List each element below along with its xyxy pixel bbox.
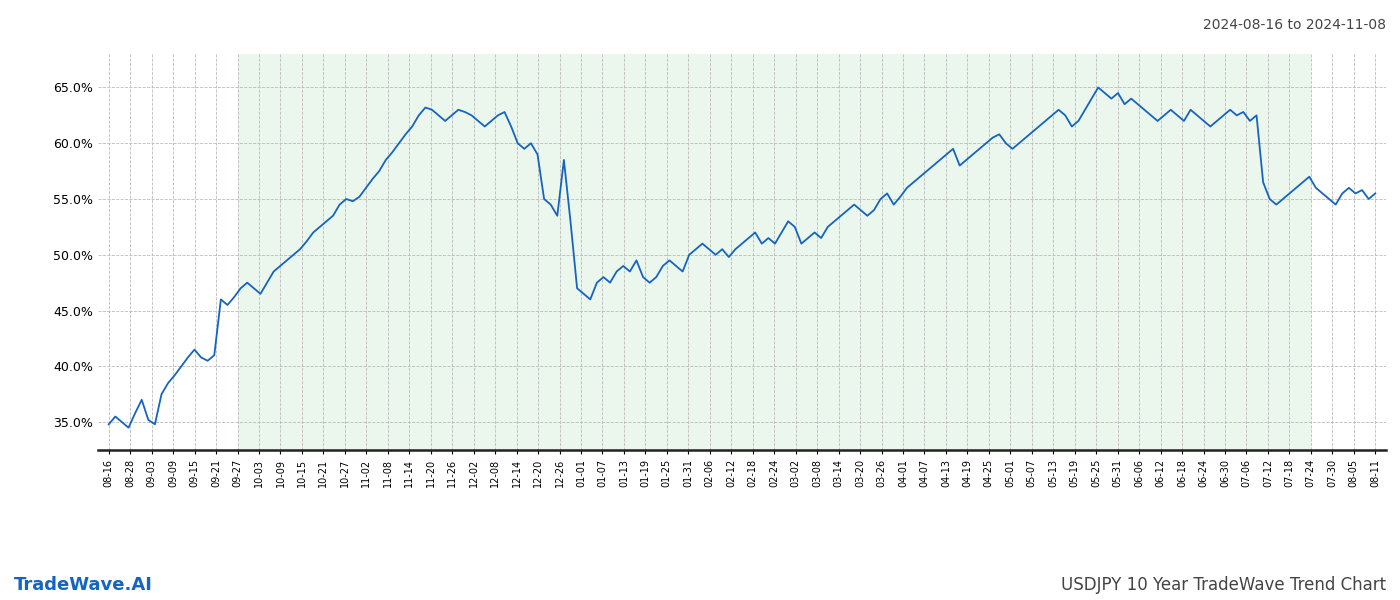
Text: USDJPY 10 Year TradeWave Trend Chart: USDJPY 10 Year TradeWave Trend Chart: [1061, 576, 1386, 594]
Bar: [238, 54, 1310, 450]
Text: 2024-08-16 to 2024-11-08: 2024-08-16 to 2024-11-08: [1203, 18, 1386, 32]
Text: TradeWave.AI: TradeWave.AI: [14, 576, 153, 594]
